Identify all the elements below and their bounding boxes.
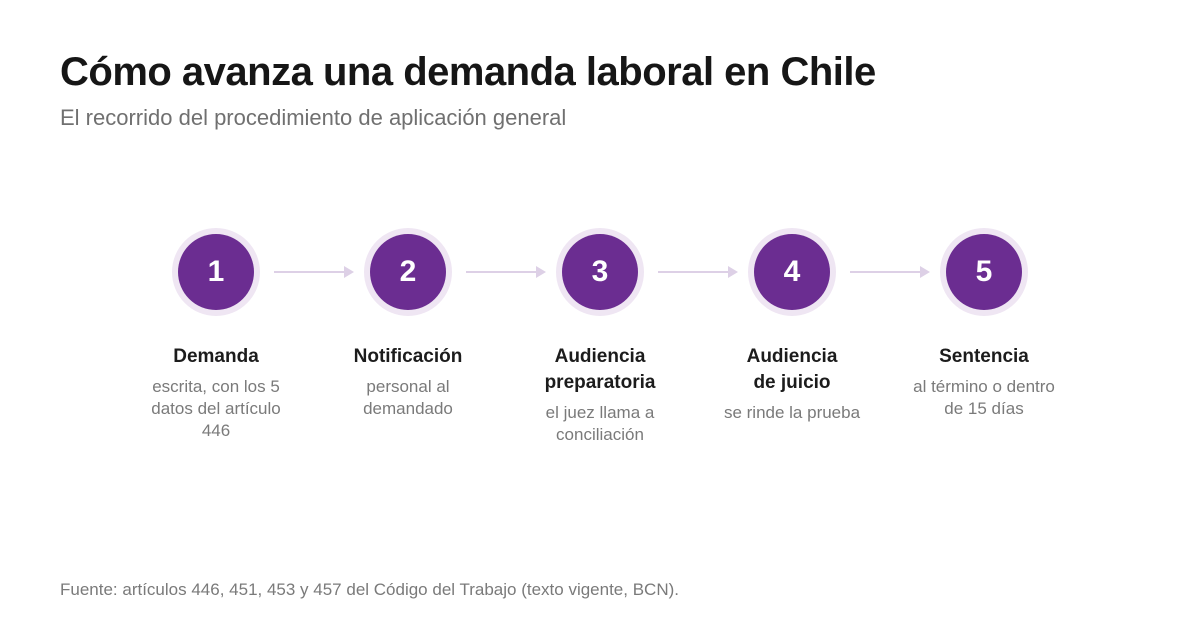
step-number-halo: 3 [556,228,644,316]
step-number: 1 [178,234,254,310]
step-number: 2 [370,234,446,310]
step-4: 4 Audiencia de juicio se rinde la prueba [697,228,887,424]
page-title: Cómo avanza una demanda laboral en Chile [60,50,876,94]
step-number: 3 [562,234,638,310]
step-number-halo: 1 [172,228,260,316]
step-5: 5 Sentencia al término o dentro de 15 dí… [889,228,1079,420]
arrow-right-icon [274,266,354,278]
step-label: Demanda [173,346,259,367]
step-number: 5 [946,234,1022,310]
step-label: Sentencia [939,346,1029,367]
step-label: Audiencia de juicio [746,346,838,393]
step-number-halo: 2 [364,228,452,316]
process-flow: 1 Demanda escrita, con los 5 datos del a… [0,228,1200,468]
source-note: Fuente: artículos 446, 451, 453 y 457 de… [60,580,679,599]
step-description: escrita, con los 5 datos del artículo 44… [151,377,281,440]
step-label: Notificación [353,346,463,367]
arrow-right-icon [658,266,738,278]
step-2: 2 Notificación personal al demandado [313,228,503,420]
step-1: 1 Demanda escrita, con los 5 datos del a… [121,228,311,442]
arrow-right-icon [850,266,930,278]
step-description: al término o dentro de 15 días [913,377,1055,418]
step-number-halo: 5 [940,228,1028,316]
step-label: Audiencia preparatoria [544,346,656,393]
step-3: 3 Audiencia preparatoria el juez llama a… [505,228,695,446]
step-description: personal al demandado [363,377,453,418]
step-description: se rinde la prueba [723,403,861,422]
page-subtitle: El recorrido del procedimiento de aplica… [60,105,567,130]
step-number-halo: 4 [748,228,836,316]
arrow-right-icon [466,266,546,278]
step-number: 4 [754,234,830,310]
step-description: el juez llama a conciliación [545,403,655,444]
